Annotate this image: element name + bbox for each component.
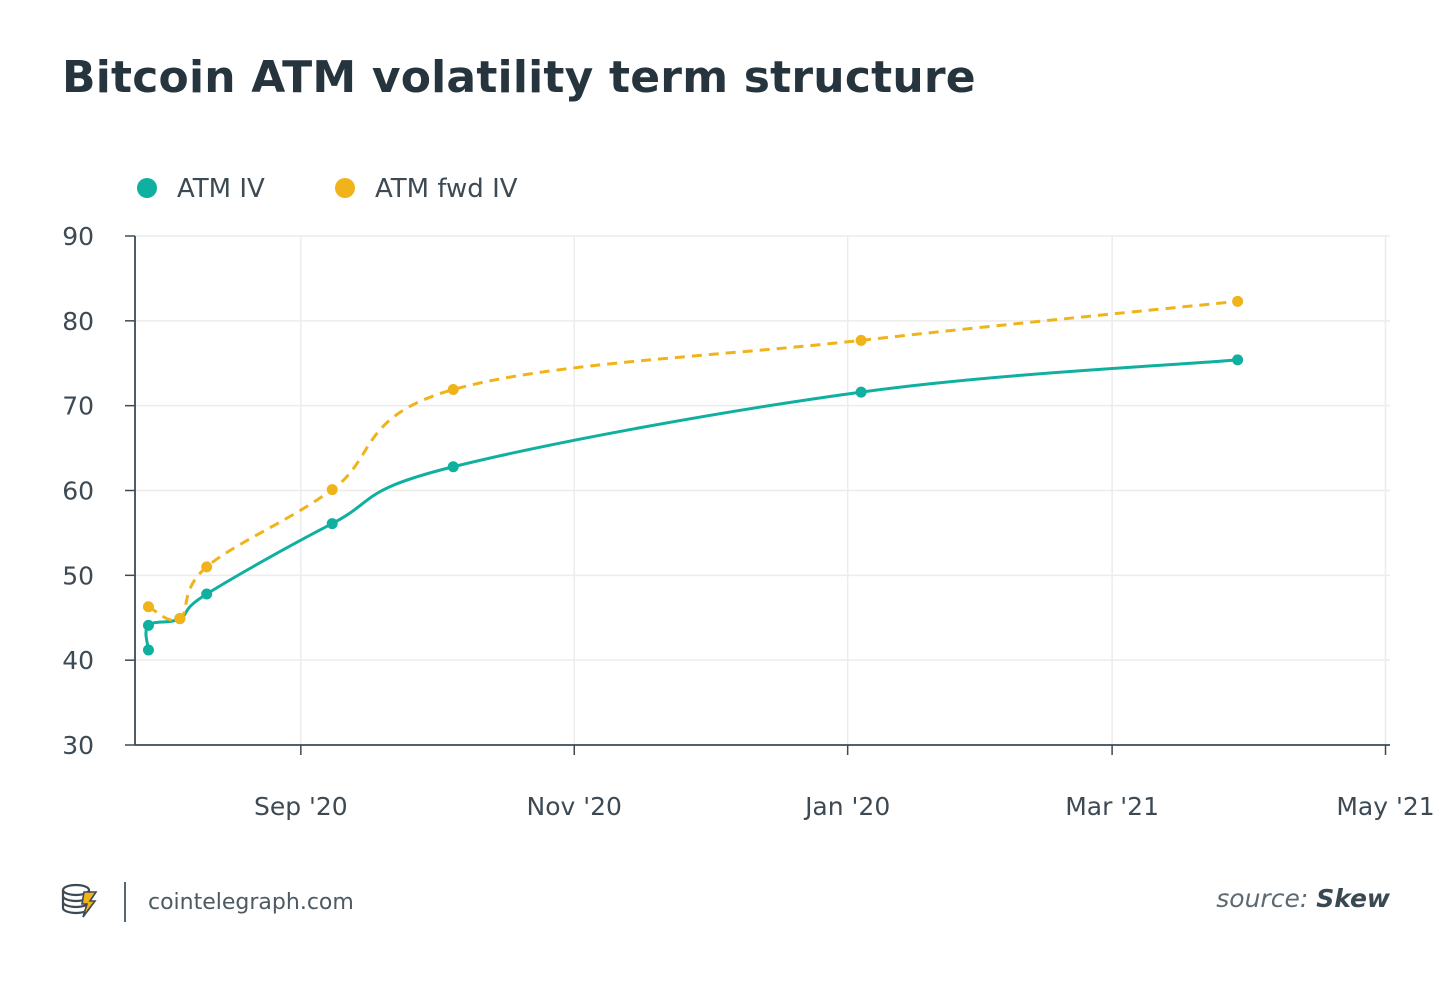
footer-source: source: Skew <box>1216 884 1390 913</box>
data-point <box>855 334 867 346</box>
y-tick-label: 40 <box>62 646 94 675</box>
x-tick-label: May '21 <box>1336 792 1434 821</box>
data-point <box>142 644 154 656</box>
chart-title: Bitcoin ATM volatility term structure <box>62 52 976 103</box>
x-tick-label: Sep '20 <box>254 792 348 821</box>
legend-marker <box>137 178 157 198</box>
data-point <box>201 588 213 600</box>
x-tick-label: Nov '20 <box>527 792 622 821</box>
grid <box>135 235 1390 745</box>
source-name: Skew <box>1316 884 1390 913</box>
data-point <box>326 484 338 496</box>
x-tick-label: Jan '20 <box>803 792 890 821</box>
y-tick-label: 80 <box>62 307 94 336</box>
data-point <box>447 461 459 473</box>
data-point <box>855 386 867 398</box>
y-tick-label: 60 <box>62 477 94 506</box>
legend: ATM IV ATM fwd IV <box>137 174 518 204</box>
legend-item-atm-iv: ATM IV <box>137 174 265 204</box>
data-point <box>201 561 213 573</box>
series-atm-fwd-iv <box>142 295 1244 625</box>
legend-label: ATM IV <box>177 174 265 204</box>
cointelegraph-logo-icon <box>60 880 100 924</box>
legend-label: ATM fwd IV <box>375 174 518 204</box>
series-line <box>144 358 1238 651</box>
legend-marker <box>335 178 355 198</box>
footer-site: cointelegraph.com <box>148 889 354 915</box>
source-prefix: source: <box>1216 884 1309 913</box>
data-point <box>142 619 154 631</box>
x-tick-label: Mar '21 <box>1065 792 1159 821</box>
y-tick-label: 50 <box>62 561 94 590</box>
series-atm-iv <box>142 354 1244 656</box>
footer-brand: cointelegraph.com <box>60 880 354 924</box>
y-tick-label: 90 <box>62 222 94 251</box>
footer-separator <box>124 882 126 922</box>
data-point <box>1232 354 1244 366</box>
y-tick-label: 70 <box>62 392 94 421</box>
axes: 30 40 50 60 70 80 90 Sep '20 Nov '20 Jan '20 Mar '… <box>62 222 1434 821</box>
y-tick-label: 30 <box>62 731 94 760</box>
series-line <box>147 299 1238 622</box>
series-layer <box>142 295 1244 656</box>
legend-item-atm-fwd-iv: ATM fwd IV <box>335 174 518 204</box>
data-point <box>174 613 186 625</box>
data-point <box>326 518 338 530</box>
data-point <box>1232 295 1244 307</box>
data-point <box>447 384 459 396</box>
data-point <box>142 601 154 613</box>
